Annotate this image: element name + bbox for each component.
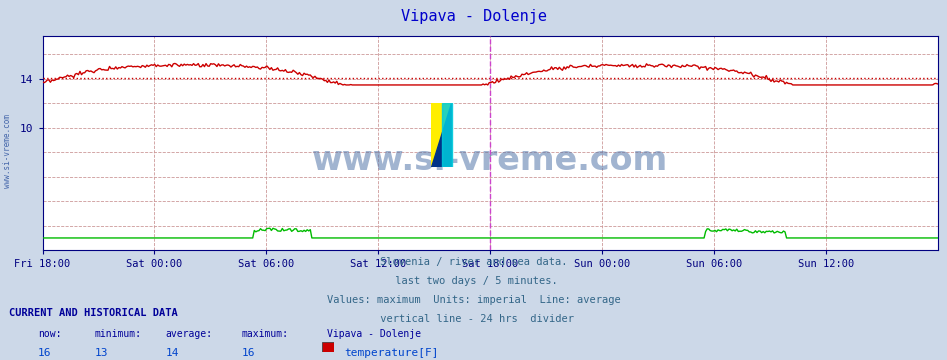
Text: www.si-vreme.com: www.si-vreme.com bbox=[312, 144, 669, 177]
Text: minimum:: minimum: bbox=[95, 329, 142, 339]
Text: temperature[F]: temperature[F] bbox=[344, 348, 438, 359]
Text: last two days / 5 minutes.: last two days / 5 minutes. bbox=[389, 276, 558, 286]
Text: www.si-vreme.com: www.si-vreme.com bbox=[3, 114, 12, 188]
Text: maximum:: maximum: bbox=[241, 329, 289, 339]
Text: 16: 16 bbox=[241, 348, 255, 359]
Polygon shape bbox=[442, 103, 453, 167]
Text: 14: 14 bbox=[166, 348, 179, 359]
Text: Vipava - Dolenje: Vipava - Dolenje bbox=[327, 329, 420, 339]
Text: Slovenia / river and sea data.: Slovenia / river and sea data. bbox=[380, 257, 567, 267]
Text: Values: maximum  Units: imperial  Line: average: Values: maximum Units: imperial Line: av… bbox=[327, 295, 620, 305]
Text: 16: 16 bbox=[38, 348, 51, 359]
Text: 13: 13 bbox=[95, 348, 108, 359]
Text: now:: now: bbox=[38, 329, 62, 339]
Text: vertical line - 24 hrs  divider: vertical line - 24 hrs divider bbox=[373, 314, 574, 324]
Text: CURRENT AND HISTORICAL DATA: CURRENT AND HISTORICAL DATA bbox=[9, 308, 178, 318]
Polygon shape bbox=[431, 103, 451, 167]
Text: average:: average: bbox=[166, 329, 213, 339]
Text: Vipava - Dolenje: Vipava - Dolenje bbox=[401, 9, 546, 24]
Polygon shape bbox=[431, 103, 451, 167]
